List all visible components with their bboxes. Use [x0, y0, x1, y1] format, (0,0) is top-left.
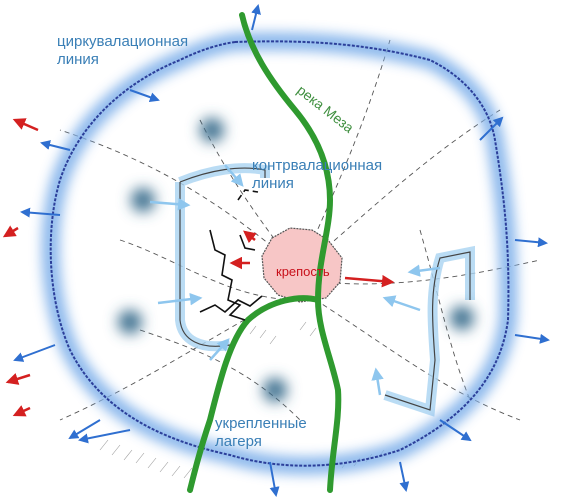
fortress-label: крепость — [276, 264, 330, 279]
red-arrows — [2, 118, 395, 417]
camp-south — [263, 378, 287, 402]
camp-north — [200, 118, 224, 142]
fortified-camps — [118, 118, 474, 402]
inward-arrows — [149, 164, 441, 396]
camps-label: укрепленные лагеря — [215, 415, 307, 450]
river-label: река Меза — [294, 82, 357, 136]
contravallation-label: контрвалационная линия — [252, 157, 382, 192]
circumvallation-label: циркувалационная линия — [57, 33, 188, 68]
camp-east — [450, 306, 474, 330]
camp-west — [131, 188, 155, 212]
outward-arrows — [13, 4, 550, 497]
river-meuse — [187, 12, 342, 493]
siege-trenches — [199, 189, 263, 321]
camp-southwest — [118, 310, 142, 334]
